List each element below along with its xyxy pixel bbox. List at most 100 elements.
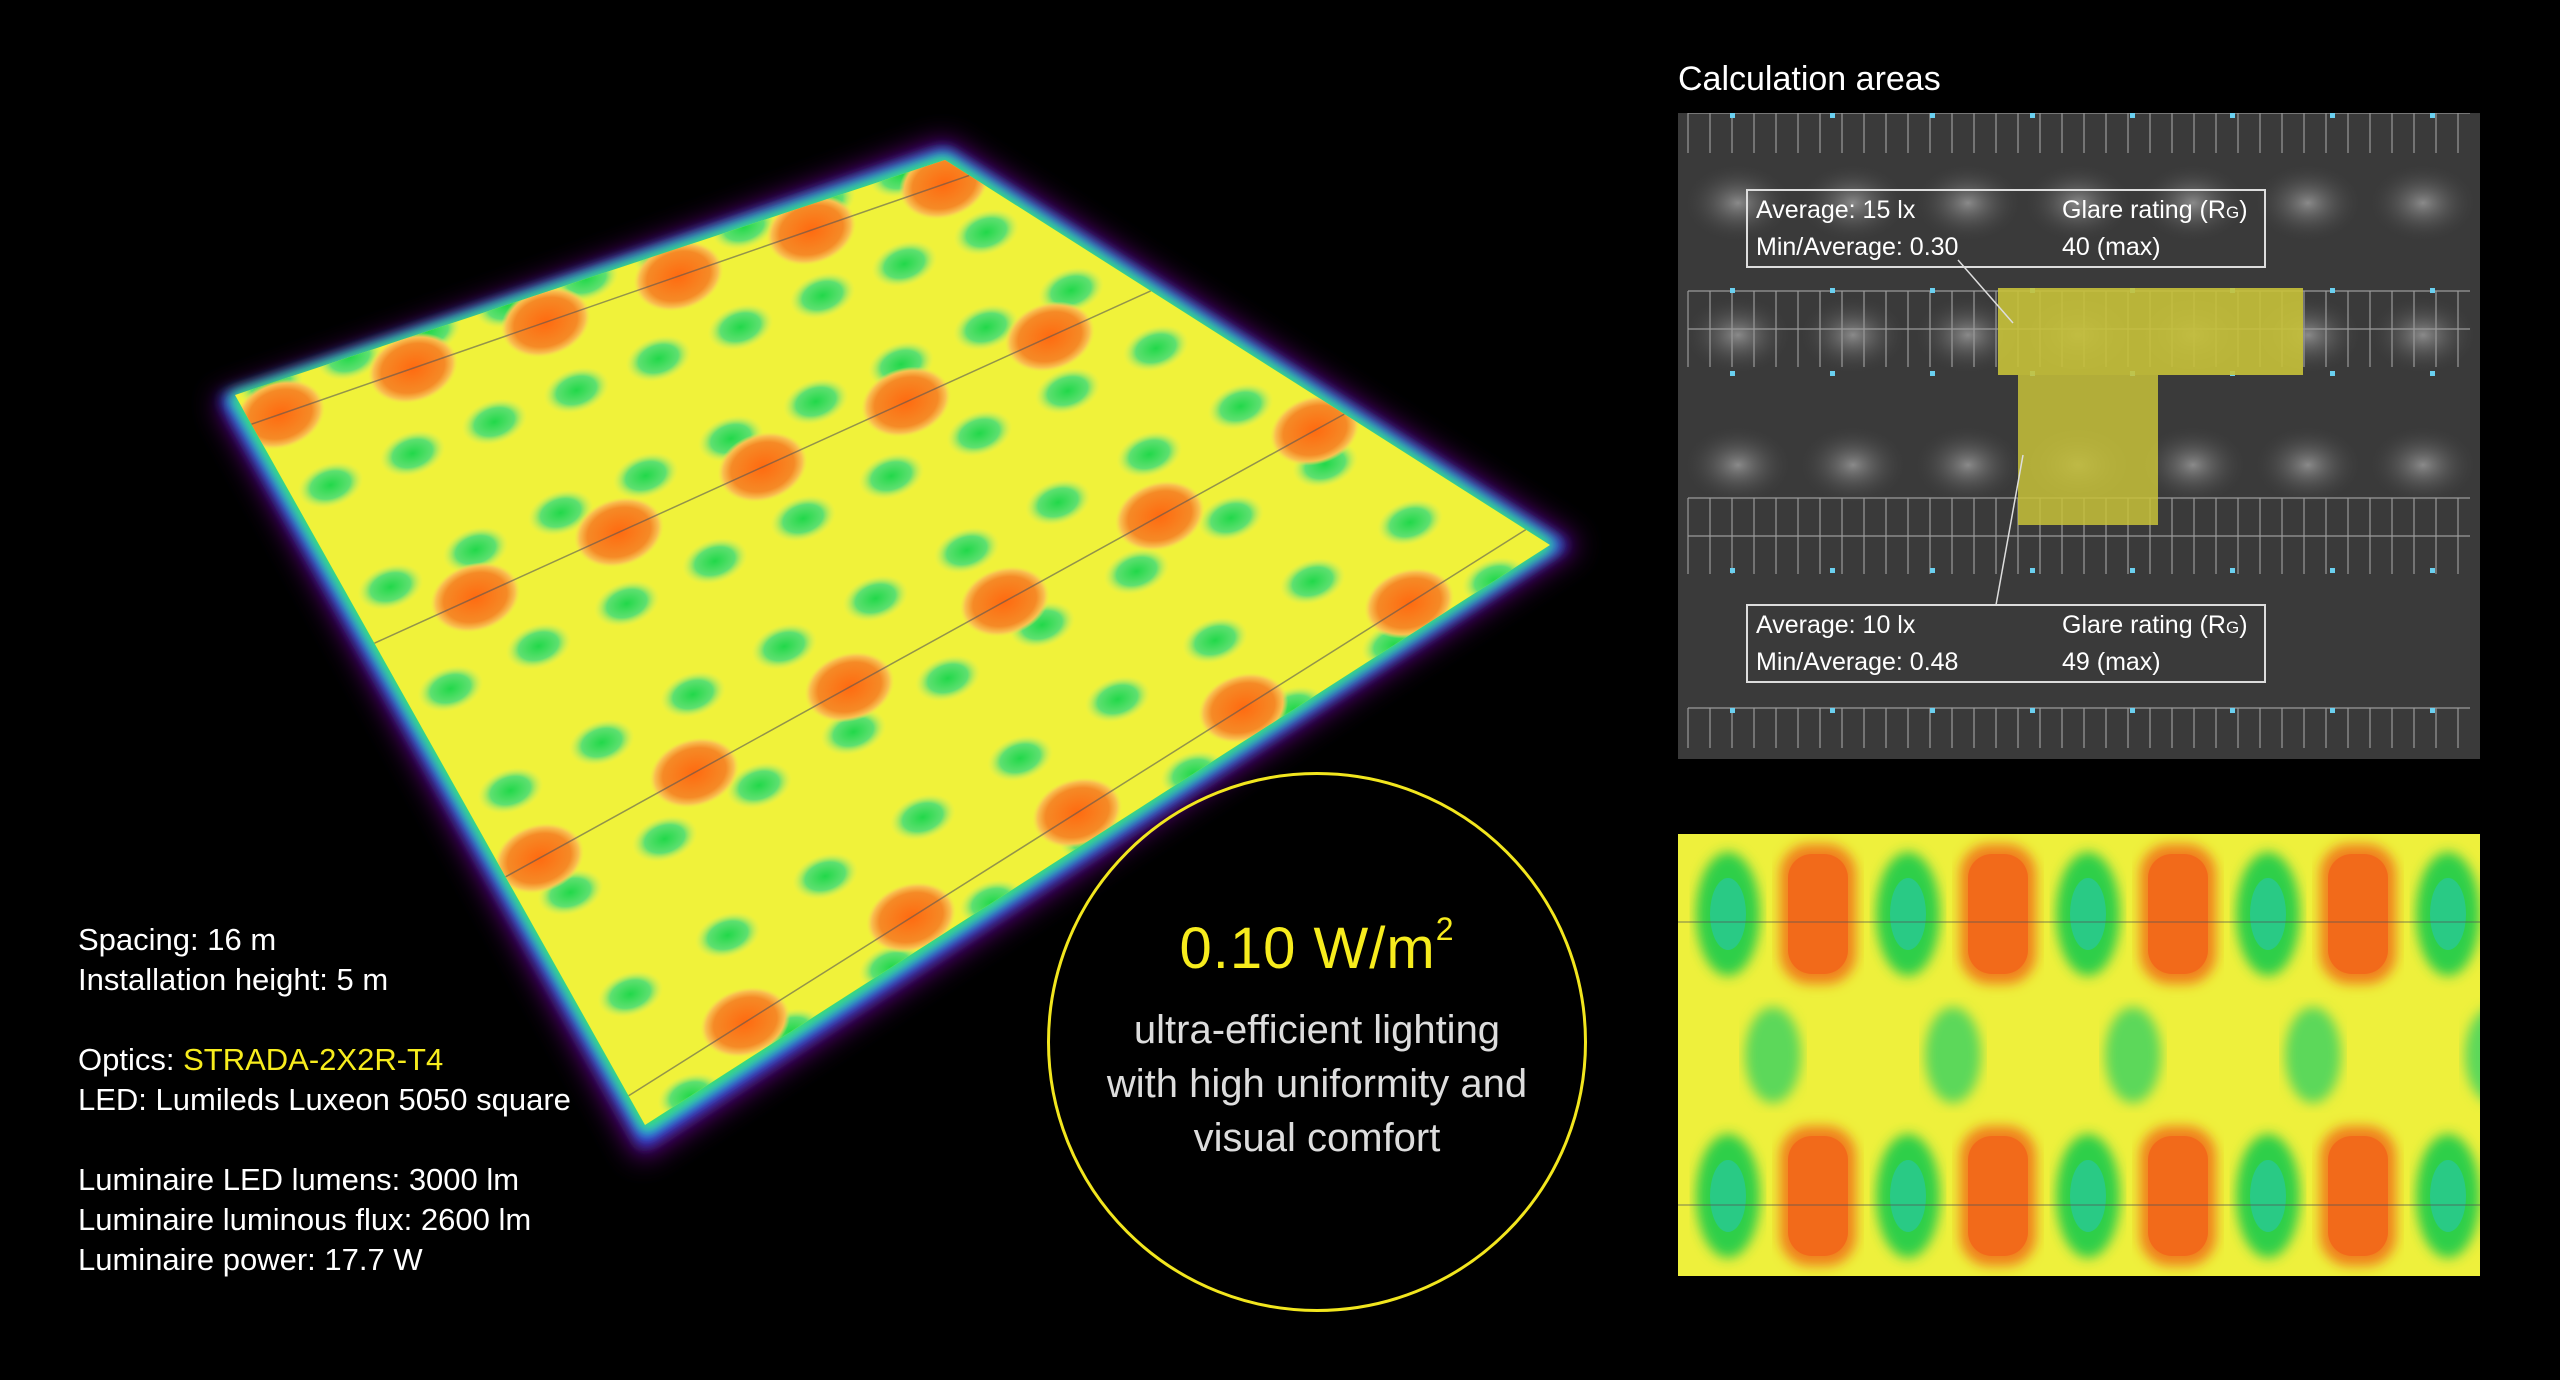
luminaire-marker	[2430, 708, 2435, 713]
green-zone	[505, 622, 572, 670]
green-zone	[889, 793, 956, 841]
light-glow	[1798, 425, 1908, 505]
green-zone	[1197, 494, 1264, 542]
green-zone	[417, 665, 484, 713]
luminaire-marker	[1730, 113, 1735, 118]
green-zone	[726, 761, 793, 809]
luminous-flux-text: Luminaire luminous flux: 2600 lm	[78, 1202, 532, 1237]
heat-cyan-core	[2250, 1160, 2286, 1232]
green-zone	[527, 489, 594, 537]
green-zone	[770, 495, 837, 542]
heat-orange-core	[2148, 854, 2208, 974]
green-zone	[1084, 675, 1151, 723]
heat-cyan-core	[2250, 878, 2286, 950]
calculation-area-2	[2018, 375, 2158, 525]
luminaire-marker	[2330, 568, 2335, 573]
pole-line	[505, 413, 1345, 878]
heat-cyan-core	[2430, 878, 2466, 950]
heat-cyan-core	[1710, 878, 1746, 950]
efficiency-badge: 0.10 W/m2 ultra-efficient lighting with …	[1047, 772, 1587, 1312]
green-zone	[631, 815, 698, 863]
green-zone	[952, 304, 1020, 351]
leader-line-2	[1995, 454, 2024, 606]
area1-glare-subscript: G	[2225, 203, 2240, 222]
luminaire-marker	[2430, 113, 2435, 118]
luminaire-marker	[2230, 113, 2235, 118]
green-zone	[659, 671, 726, 718]
calculation-area-1	[1998, 288, 2303, 375]
luminaire-marker	[2230, 568, 2235, 573]
green-zone	[914, 654, 981, 702]
luminaire-marker	[2030, 568, 2035, 573]
light-glow	[1683, 163, 1793, 243]
area1-average: Average: 15 lx	[1756, 196, 1916, 224]
green-zone	[597, 970, 664, 1018]
power-density-value: 0.10 W/m	[1179, 916, 1436, 981]
green-zone	[379, 430, 446, 477]
power-density: 0.10 W/m2	[1050, 911, 1584, 982]
pole-line	[628, 528, 1527, 1097]
green-zone	[297, 461, 364, 509]
luminaire-marker	[2130, 113, 2135, 118]
luminaire-marker	[2330, 288, 2335, 293]
green-zone	[1024, 479, 1092, 526]
specifications: Spacing: 16 m Installation height: 5 m O…	[78, 920, 571, 1280]
spacing-text: Spacing: 16 m	[78, 922, 277, 957]
light-glow	[2368, 163, 2478, 243]
heat-orange-core	[1788, 854, 1848, 974]
luminaire-marker	[1730, 568, 1735, 573]
area2-glare-subscript: G	[2225, 618, 2240, 637]
green-zone	[792, 852, 859, 900]
area1-glare-value: 40 (max)	[2062, 233, 2161, 261]
heat-mid-green	[1925, 1007, 1981, 1103]
optics-text: Optics: STRADA-2X2R-T4	[78, 1040, 571, 1080]
light-glow	[2368, 295, 2478, 375]
heat-cyan-core	[2430, 1160, 2466, 1232]
luminaire-marker	[1830, 568, 1835, 573]
area1-glare-label-text: Glare rating (R	[2062, 196, 2226, 224]
green-zone	[625, 335, 692, 383]
light-glow	[2253, 163, 2363, 243]
luminaire-marker	[2430, 288, 2435, 293]
luminaire-marker	[1930, 288, 1935, 293]
luminaire-marker	[2330, 708, 2335, 713]
luminaire-marker	[2430, 371, 2435, 376]
calculation-areas-plan: Average: 15 lx Glare rating (RG) Min/Aver…	[1678, 113, 2480, 759]
green-zone	[933, 527, 1000, 574]
green-zone	[789, 272, 856, 319]
green-zone	[871, 240, 938, 288]
luminaire-marker	[2430, 568, 2435, 573]
light-glow	[2368, 425, 2478, 505]
optics-value: STRADA-2X2R-T4	[183, 1042, 444, 1077]
green-zone	[694, 911, 761, 959]
luminaire-marker	[1930, 113, 1935, 118]
luminaire-marker	[2130, 568, 2135, 573]
area1-glare-label: Glare rating (RG)	[2062, 193, 2256, 230]
green-zone	[1034, 367, 1101, 415]
power-density-superscript: 2	[1435, 911, 1455, 947]
heat-cyan-core	[1710, 1160, 1746, 1232]
badge-line-2: with high uniformity and	[1106, 1062, 1528, 1106]
heat-cyan-core	[1890, 878, 1926, 950]
power-text: Luminaire power: 17.7 W	[78, 1242, 423, 1277]
luminaire-marker	[2330, 371, 2335, 376]
luminaire-marker	[2030, 113, 2035, 118]
light-glow	[1913, 163, 2023, 243]
area1-min-average: Min/Average: 0.30	[1756, 233, 1959, 261]
calculation-areas-title: Calculation areas	[1678, 60, 1941, 98]
heat-mid-green	[2465, 1012, 2480, 1098]
badge-line-3: visual comfort	[1193, 1116, 1441, 1160]
green-zone	[568, 719, 635, 766]
parking-plan	[1678, 113, 2480, 759]
pole-line	[251, 174, 970, 425]
luminaire-marker	[2130, 708, 2135, 713]
green-zone	[1376, 499, 1444, 546]
slab-spots	[235, 160, 1541, 1120]
luminaire-marker	[1930, 708, 1935, 713]
heat-cyan-core	[2070, 1160, 2106, 1232]
green-zone	[751, 623, 818, 670]
heatmap-spots	[1678, 844, 2480, 1266]
green-zone	[858, 452, 925, 500]
heat-orange-core	[2328, 1136, 2388, 1256]
light-glow	[1798, 163, 1908, 243]
